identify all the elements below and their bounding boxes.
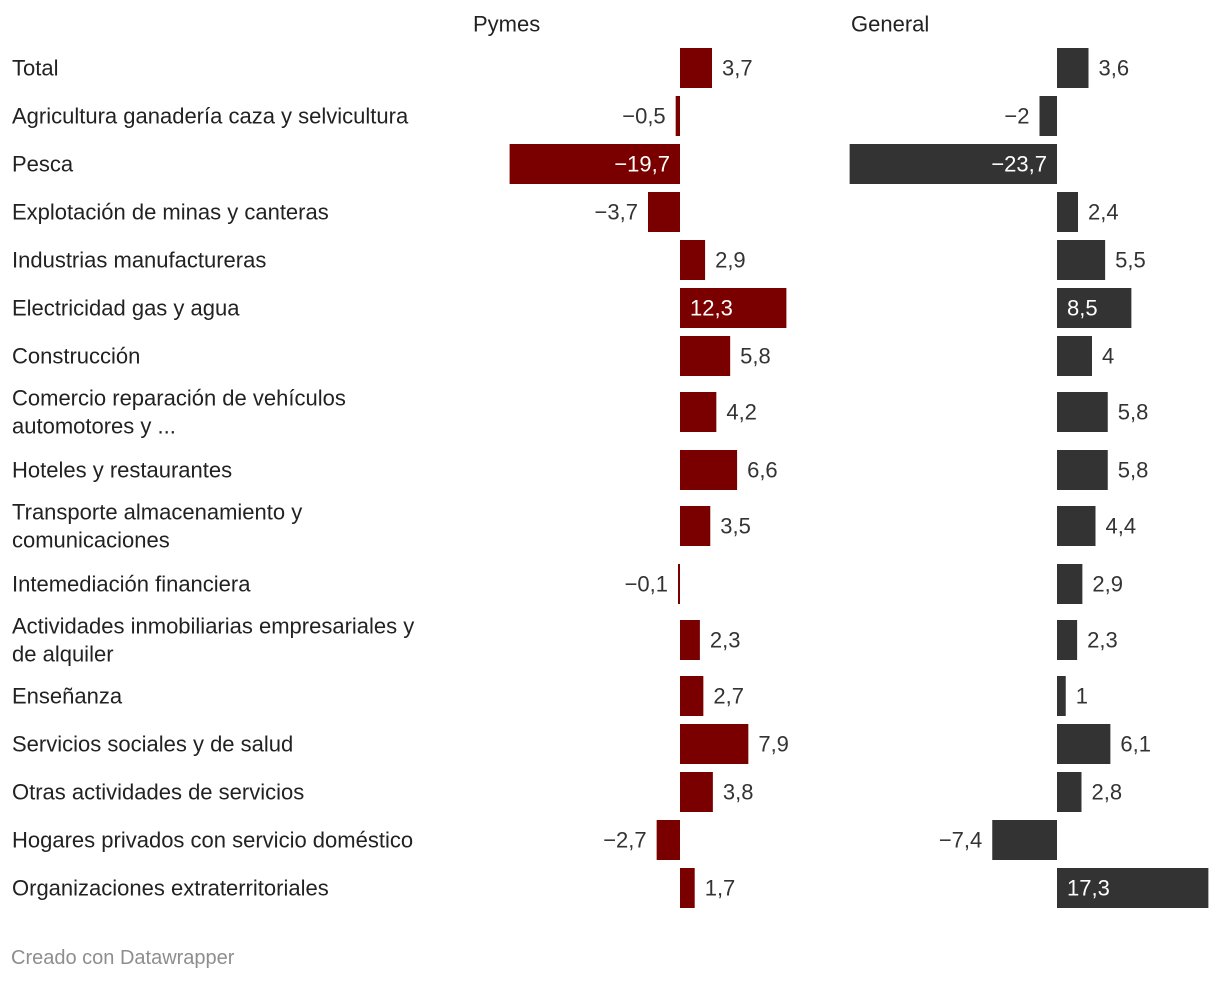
value-label: 3,7 bbox=[722, 56, 753, 81]
bar-pymes bbox=[680, 772, 713, 812]
value-label: −7,4 bbox=[939, 828, 982, 853]
row-label: Industrias manufactureras bbox=[12, 248, 266, 273]
bar-general bbox=[1057, 620, 1078, 660]
value-label: 4 bbox=[1102, 344, 1114, 369]
bar-pymes bbox=[656, 820, 680, 860]
row-label: Hogares privados con servicio doméstico bbox=[12, 828, 413, 853]
bar-general bbox=[1039, 96, 1057, 136]
value-label: 6,1 bbox=[1120, 732, 1151, 757]
value-label: 5,8 bbox=[740, 344, 771, 369]
value-label: 3,8 bbox=[723, 780, 754, 805]
value-label: 3,5 bbox=[720, 514, 751, 539]
bar-general bbox=[1057, 724, 1111, 764]
bar-general bbox=[1057, 392, 1108, 432]
bar-general bbox=[849, 144, 1057, 184]
value-label: 5,8 bbox=[1118, 458, 1149, 483]
bar-general bbox=[1057, 868, 1209, 908]
row-label: Enseñanza bbox=[12, 684, 123, 709]
value-label: 12,3 bbox=[690, 296, 733, 321]
value-label: 2,8 bbox=[1092, 780, 1123, 805]
value-label: 2,9 bbox=[1092, 572, 1123, 597]
column-header-general: General bbox=[851, 12, 929, 37]
value-label: 5,8 bbox=[1118, 400, 1149, 425]
bar-general bbox=[1057, 240, 1106, 280]
value-label: 8,5 bbox=[1067, 296, 1098, 321]
row-label: Construcción bbox=[12, 344, 140, 369]
value-label: −0,5 bbox=[622, 104, 665, 129]
bar-general bbox=[1057, 564, 1083, 604]
row-label: Explotación de minas y canteras bbox=[12, 200, 329, 225]
value-label: −2 bbox=[1004, 104, 1029, 129]
value-label: 5,5 bbox=[1115, 248, 1146, 273]
bar-pymes bbox=[680, 240, 706, 280]
row-label: Hoteles y restaurantes bbox=[12, 458, 232, 483]
value-label: 7,9 bbox=[758, 732, 789, 757]
bar-pymes bbox=[680, 620, 700, 660]
bar-pymes bbox=[680, 724, 749, 764]
bar-pymes bbox=[680, 868, 695, 908]
value-label: 17,3 bbox=[1067, 876, 1110, 901]
value-label: −3,7 bbox=[595, 200, 638, 225]
bar-pymes bbox=[680, 48, 713, 88]
value-label: 6,6 bbox=[747, 458, 778, 483]
bar-pymes bbox=[675, 96, 680, 136]
row-label: Agricultura ganadería caza y selvicultur… bbox=[12, 104, 409, 129]
value-label: 4,4 bbox=[1106, 514, 1137, 539]
bar-pymes bbox=[680, 450, 738, 490]
value-label: 2,3 bbox=[710, 628, 741, 653]
value-label: 4,2 bbox=[726, 400, 757, 425]
bar-pymes bbox=[647, 192, 680, 232]
bar-general bbox=[1057, 676, 1066, 716]
row-label: Servicios sociales y de salud bbox=[12, 732, 293, 757]
credit-footer: Creado con Datawrapper bbox=[11, 947, 235, 969]
bar-general bbox=[1057, 192, 1078, 232]
row-label: Actividades inmobiliarias empresariales … bbox=[12, 614, 414, 639]
bar-pymes bbox=[680, 392, 717, 432]
bar-pymes bbox=[680, 676, 704, 716]
value-label: 2,4 bbox=[1088, 200, 1119, 225]
row-label: Otras actividades de servicios bbox=[12, 780, 304, 805]
bar-general bbox=[1057, 336, 1092, 376]
value-label: 1,7 bbox=[705, 876, 736, 901]
row-label: Transporte almacenamiento y bbox=[12, 500, 302, 525]
value-label: −2,7 bbox=[603, 828, 646, 853]
row-label: de alquiler bbox=[12, 642, 114, 667]
row-label: comunicaciones bbox=[12, 528, 170, 553]
bar-general bbox=[1057, 48, 1089, 88]
bar-pymes bbox=[680, 288, 787, 328]
value-label: 2,7 bbox=[713, 684, 744, 709]
bar-general bbox=[992, 820, 1057, 860]
column-header-pymes: Pymes bbox=[473, 12, 540, 37]
row-label: Organizaciones extraterritoriales bbox=[12, 876, 329, 901]
row-label: Comercio reparación de vehículos bbox=[12, 386, 346, 411]
value-label: 2,9 bbox=[715, 248, 746, 273]
row-label: Pesca bbox=[12, 152, 74, 177]
value-label: 3,6 bbox=[1099, 56, 1130, 81]
value-label: −0,1 bbox=[625, 572, 668, 597]
bar-pymes bbox=[680, 506, 711, 546]
bar-pymes bbox=[680, 336, 731, 376]
value-label: 1 bbox=[1076, 684, 1088, 709]
row-label: Electricidad gas y agua bbox=[12, 296, 240, 321]
value-label: 2,3 bbox=[1087, 628, 1118, 653]
row-label: Total bbox=[12, 56, 58, 81]
bar-pymes bbox=[509, 144, 680, 184]
value-label: −19,7 bbox=[614, 152, 670, 177]
bar-general bbox=[1057, 288, 1132, 328]
bar-general bbox=[1057, 772, 1082, 812]
row-label: automotores y ... bbox=[12, 414, 176, 439]
value-label: −23,7 bbox=[991, 152, 1047, 177]
bar-general bbox=[1057, 450, 1108, 490]
row-label: Intemediación financiera bbox=[12, 572, 251, 597]
bar-general bbox=[1057, 506, 1096, 546]
bar-pymes bbox=[678, 564, 680, 604]
